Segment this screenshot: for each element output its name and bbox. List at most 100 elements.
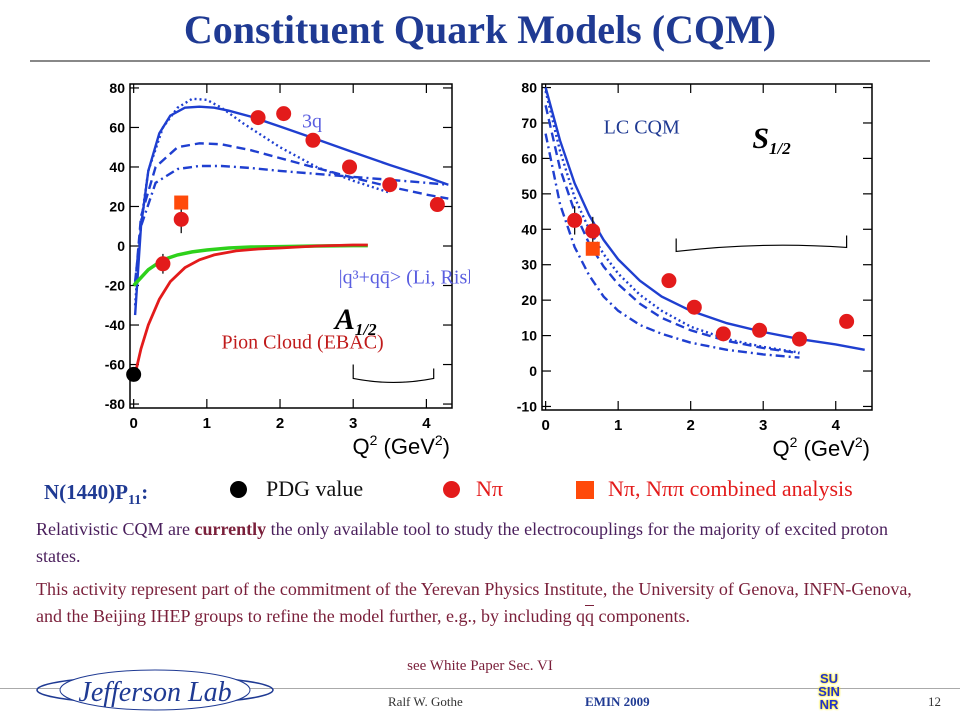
jlab-logo-text: Jefferson Lab xyxy=(78,677,231,708)
x-axis-label-part: Q xyxy=(352,434,369,459)
curve-solid xyxy=(133,105,449,316)
combined-point xyxy=(174,195,189,210)
curve-dotted xyxy=(133,97,391,306)
y-tick-label: 60 xyxy=(109,119,125,135)
npi-point xyxy=(276,106,292,122)
npi-point xyxy=(791,331,807,347)
y-tick-label: 80 xyxy=(109,80,125,96)
y-tick-label: 50 xyxy=(521,186,537,202)
legend-npi-label: Nπ xyxy=(476,476,503,501)
npi-point xyxy=(429,197,445,213)
y-tick-label: 30 xyxy=(521,257,537,273)
title-divider xyxy=(30,60,930,62)
y-tick-label: -80 xyxy=(105,396,125,412)
curve-dashed xyxy=(544,105,800,355)
para1-bold: currently xyxy=(194,519,267,539)
npi-point xyxy=(305,132,321,148)
x-tick-label: 1 xyxy=(203,415,211,432)
legend-state-sub: 11 xyxy=(127,493,142,509)
y-tick-label: -40 xyxy=(105,317,125,333)
amplitude-main: S xyxy=(752,122,769,155)
footer-page-number: 12 xyxy=(928,694,941,709)
curve-dashdot xyxy=(133,164,449,282)
x-tick-label: 4 xyxy=(832,417,841,434)
para1-part-b: the only available tool to study the ele… xyxy=(36,519,888,566)
amplitude-sub: 1/2 xyxy=(769,139,791,158)
npi-point xyxy=(382,177,398,193)
npi-point xyxy=(839,313,855,329)
curve-dashdot xyxy=(544,133,800,359)
npi-point xyxy=(686,299,702,315)
plot-frame xyxy=(541,83,873,411)
y-tick-label: 40 xyxy=(109,159,125,175)
y-tick-label: 70 xyxy=(521,115,537,131)
npi-point xyxy=(752,322,768,338)
npi-point xyxy=(661,273,677,289)
footer-conference: EMIN 2009 xyxy=(585,694,650,709)
x-axis-label-part: 2 xyxy=(855,434,863,450)
x-tick-label: 2 xyxy=(276,415,284,432)
para2-part-b: components. xyxy=(594,606,691,626)
y-tick-label: 0 xyxy=(117,238,125,254)
x-tick-label: 2 xyxy=(687,417,695,434)
x-tick-label: 3 xyxy=(759,417,767,434)
combined-point xyxy=(585,241,600,256)
paragraph-2: This activity represent part of the comm… xyxy=(36,576,926,630)
legend-state-label: N(1440)P11: xyxy=(44,480,148,509)
x-axis-label-part: 2 xyxy=(435,432,443,448)
legend-pdg-marker xyxy=(230,481,247,498)
x-axis-label-part: 2 xyxy=(790,434,798,450)
x-axis-label-part: Q xyxy=(772,436,789,461)
y-tick-label: -10 xyxy=(517,398,537,414)
npi-point xyxy=(342,159,358,175)
x-axis-label-part: ) xyxy=(863,436,870,461)
npi-point xyxy=(585,223,601,239)
legend-state-main: N(1440)P xyxy=(44,480,128,504)
para1-part-a: Relativistic CQM are xyxy=(36,519,195,539)
chart-annotation: LC CQM xyxy=(604,117,680,139)
x-axis-label: Q2 (GeV2) xyxy=(772,434,870,461)
x-axis-label-part: ) xyxy=(443,434,450,459)
npi-point xyxy=(715,326,731,342)
npi-point xyxy=(250,110,266,126)
para2-qbar: q xyxy=(585,606,594,626)
paragraph-1: Relativistic CQM are currently the only … xyxy=(36,516,926,570)
para2-part-a: This activity represent part of the comm… xyxy=(36,579,912,626)
chart-annotation: |q³+qq̄> (Li, Riska) xyxy=(339,267,470,289)
legend-pdg-label: PDG value xyxy=(266,476,364,501)
npi-point xyxy=(567,212,583,228)
legend-combined-marker xyxy=(576,481,594,499)
y-tick-label: 20 xyxy=(109,198,125,214)
npi-point xyxy=(173,211,189,227)
legend-state-colon: : xyxy=(141,480,149,504)
chart-annotation: 3q xyxy=(302,110,322,132)
white-paper-note: see White Paper Sec. VI xyxy=(407,658,553,674)
legend-npi-marker xyxy=(443,481,460,498)
legend-box-inset xyxy=(675,235,848,253)
x-tick-label: 0 xyxy=(541,417,549,434)
chart-annotation: Pion Cloud (EBAC) xyxy=(221,332,383,354)
y-tick-label: 40 xyxy=(521,221,537,237)
su-logo-line-2: SIN xyxy=(818,684,840,699)
legend-combined-label: Nπ, Nππ combined analysis xyxy=(608,476,853,501)
su-logo-line-1: SU xyxy=(819,671,839,686)
su-logo: SU SIN NR xyxy=(812,672,846,711)
npi-point xyxy=(155,256,171,272)
x-tick-label: 1 xyxy=(614,417,622,434)
x-axis-label-part: (GeV xyxy=(377,434,435,459)
amplitude-label: S1/2 xyxy=(752,122,791,158)
amplitude-sub: 1/2 xyxy=(355,320,377,339)
y-tick-label: 60 xyxy=(521,150,537,166)
footer-author: Ralf W. Gothe xyxy=(388,694,463,709)
legend-box-inset xyxy=(352,364,435,384)
slide-title: Constituent Quark Models (CQM) xyxy=(183,7,777,52)
y-tick-label: 10 xyxy=(521,328,537,344)
y-tick-label: 0 xyxy=(529,363,537,379)
curve-solid xyxy=(544,87,865,351)
x-tick-label: 4 xyxy=(422,415,431,432)
x-tick-label: 3 xyxy=(349,415,357,432)
legend: N(1440)P11: PDG value Nπ Nπ, Nππ combine… xyxy=(0,476,960,509)
pdg-point xyxy=(126,366,142,382)
